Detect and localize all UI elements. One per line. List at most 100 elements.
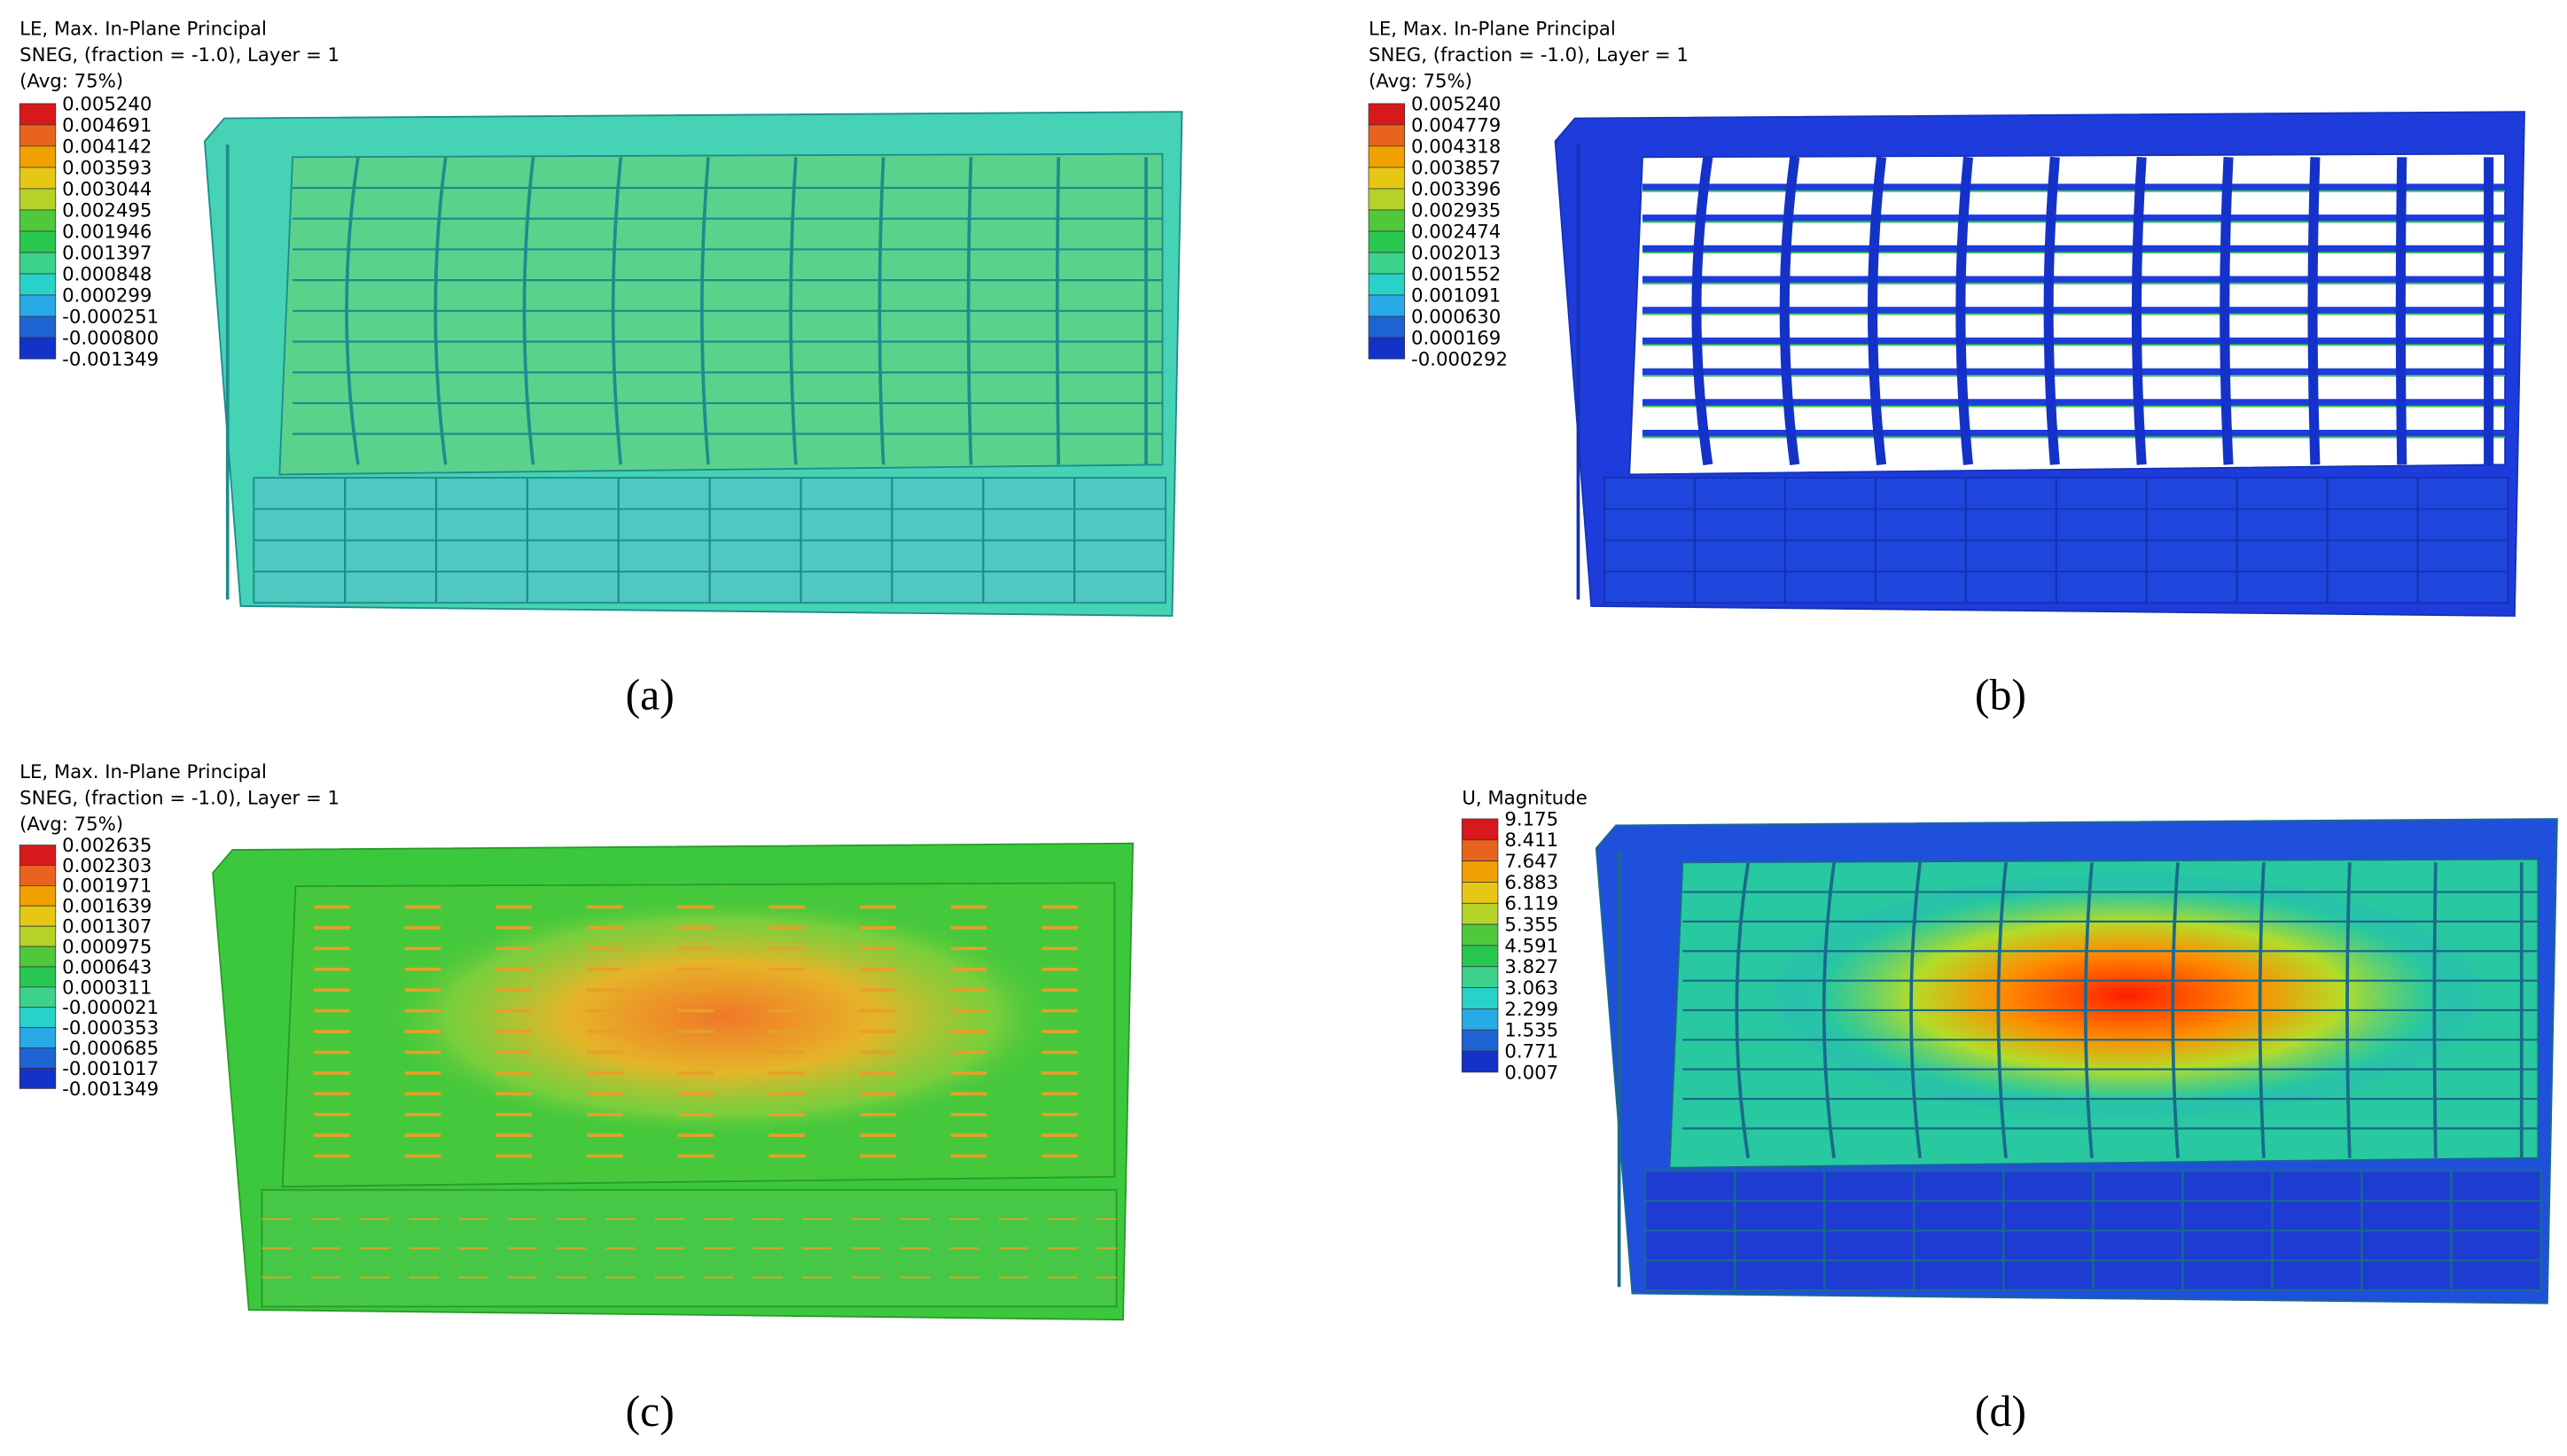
legend-value: 0.001397: [62, 242, 152, 264]
legend-value: 0.001946: [62, 221, 152, 243]
hot-zone: [1767, 871, 2487, 1120]
legend-swatch: [19, 294, 57, 317]
legend-swatch: [19, 188, 57, 211]
frame: [1822, 861, 1836, 1158]
caption: (c): [626, 1387, 675, 1436]
legend-swatch: [1368, 209, 1406, 232]
frame: [522, 157, 535, 465]
frame: [1909, 861, 1922, 1158]
legend-value: 0.000630: [1411, 306, 1501, 328]
legend-value: 0.000169: [1411, 327, 1501, 349]
caption: (d): [1975, 1387, 2026, 1436]
legend-value: 0.000975: [62, 936, 152, 958]
legend-value: 3.063: [1504, 977, 1558, 1000]
legend-value: 0.004691: [62, 114, 152, 136]
legend-value: 0.007: [1504, 1062, 1558, 1084]
legend-value: 0.004318: [1411, 136, 1501, 158]
legend-value: 0.003396: [1411, 178, 1501, 200]
legend-swatch: [19, 884, 57, 907]
legend-value: 6.119: [1504, 893, 1558, 915]
frame: [789, 157, 798, 465]
legend-swatch: [1368, 188, 1406, 211]
legend-title: LE, Max. In-Plane Principal: [20, 761, 267, 783]
panel: U, Magnitude9.1758.4117.6476.8836.1195.3…: [1461, 787, 2558, 1436]
legend-value: 0.003044: [62, 178, 152, 200]
legend-value: 4.591: [1504, 935, 1558, 957]
legend-swatch: [1461, 902, 1499, 925]
legend-value: 0.001552: [1411, 263, 1501, 285]
frame: [2043, 156, 2060, 465]
caption: (b): [1975, 670, 2026, 719]
legend-value: 0.002303: [62, 855, 152, 877]
legend-value: 0.004142: [62, 136, 152, 158]
frame: [2395, 157, 2407, 465]
legend-value: 0.771: [1504, 1040, 1558, 1063]
legend-value: -0.000292: [1411, 348, 1508, 370]
legend-value: 0.001639: [62, 896, 152, 918]
legend-title: LE, Max. In-Plane Principal: [20, 18, 267, 40]
legend-value: 0.005240: [62, 93, 152, 115]
legend-swatch: [19, 167, 57, 190]
legend-swatch: [1461, 882, 1499, 904]
legend-value: 0.001307: [62, 916, 152, 938]
legend-swatch: [1461, 945, 1499, 968]
legend-swatch: [19, 845, 57, 866]
legend-value: -0.000685: [62, 1038, 159, 1060]
legend-swatch: [1368, 145, 1406, 168]
legend-value: -0.001349: [62, 348, 159, 370]
legend-value: -0.001349: [62, 1078, 159, 1101]
legend-swatch: [1368, 124, 1406, 147]
legend-swatch: [1461, 860, 1499, 883]
legend-swatch: [1368, 230, 1406, 253]
legend-swatch: [19, 273, 57, 296]
legend-swatch: [19, 252, 57, 275]
legend-swatch: [19, 1068, 57, 1089]
legend-swatch: [19, 1047, 57, 1069]
legend-value: 9.175: [1504, 808, 1558, 830]
legend-swatch: [19, 145, 57, 168]
legend-swatch: [19, 966, 57, 988]
frame: [433, 157, 448, 465]
frame: [1779, 156, 1800, 466]
legend-title: (Avg: 75%): [1369, 70, 1472, 92]
legend-value: 6.883: [1504, 872, 1558, 894]
frame: [1868, 156, 1887, 465]
panel: LE, Max. In-Plane Principal SNEG, (fracti…: [19, 18, 1183, 719]
legend-value: 3.827: [1504, 956, 1558, 978]
legend-swatch: [1368, 252, 1406, 275]
frame: [345, 157, 360, 465]
legend-title: U, Magnitude: [1462, 787, 1587, 809]
deck: [261, 1188, 1118, 1308]
legend-swatch: [19, 905, 57, 927]
frame: [611, 157, 623, 465]
frame: [1055, 157, 1061, 465]
legend-swatch: [19, 315, 57, 339]
legend-value: 1.535: [1504, 1020, 1558, 1042]
legend-value: 0.002495: [62, 199, 152, 222]
legend-title: SNEG, (fraction = -1.0), Layer = 1: [20, 787, 339, 809]
legend-value: -0.001017: [62, 1058, 159, 1080]
hot-zone: [377, 894, 1065, 1140]
legend-swatch: [1368, 294, 1406, 317]
legend-swatch: [19, 103, 57, 126]
legend-swatch: [19, 946, 57, 968]
legend-value: 7.647: [1504, 851, 1558, 873]
legend-swatch: [19, 1007, 57, 1029]
frame: [1735, 861, 1751, 1158]
legend-title: LE, Max. In-Plane Principal: [1369, 18, 1616, 40]
legend-value: 8.411: [1504, 829, 1558, 852]
panel: LE, Max. In-Plane Principal SNEG, (fracti…: [1368, 18, 2525, 719]
legend-title: (Avg: 75%): [20, 814, 123, 836]
caption: (a): [626, 670, 675, 719]
legend-swatch: [19, 925, 57, 947]
legend-value: 0.000848: [62, 263, 152, 285]
legend-value: 0.002635: [62, 835, 152, 857]
legend-swatch: [1461, 1050, 1499, 1073]
legend-value: -0.000021: [62, 997, 159, 1019]
legend-swatch: [19, 337, 57, 360]
legend-value: 0.003857: [1411, 157, 1501, 179]
legend-value: -0.000800: [62, 327, 159, 349]
legend-value: 2.299: [1504, 999, 1558, 1021]
